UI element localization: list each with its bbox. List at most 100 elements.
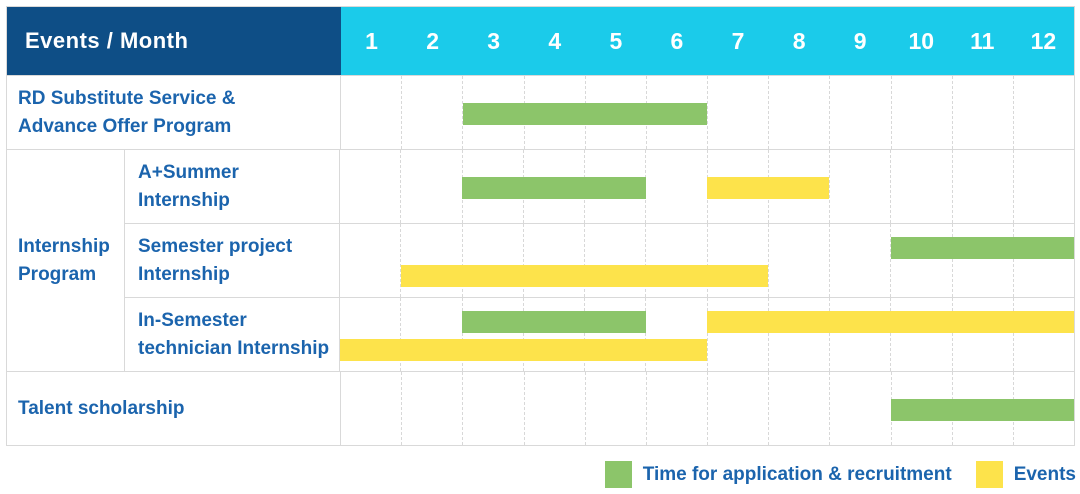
month-grid-column xyxy=(522,224,584,297)
month-header-cell: 10 xyxy=(908,27,935,54)
month-grid-column xyxy=(584,224,645,297)
chart-legend: Time for application & recruitment Event… xyxy=(604,461,1076,488)
month-grid-column xyxy=(890,224,951,297)
legend-item-application: Time for application & recruitment xyxy=(604,461,952,488)
month-grid-column xyxy=(829,372,890,445)
month-grid-column xyxy=(401,76,462,149)
gantt-table: Events / Month 1 2 3 4 5 6 7 8 9 10 11 12 RD Substi… xyxy=(6,6,1075,446)
gantt-bar-event xyxy=(340,339,707,361)
gantt-row: A+Summer Internship xyxy=(125,150,1074,223)
table-header-row: Events / Month 1 2 3 4 5 6 7 8 9 10 11 12 xyxy=(7,7,1074,75)
month-grid-column xyxy=(523,372,585,445)
gantt-row: Talent scholarship xyxy=(7,371,1074,445)
gantt-bar-application xyxy=(890,399,1074,421)
month-header-cell: 4 xyxy=(548,27,562,54)
gantt-bar-event xyxy=(707,311,1074,333)
month-grid-column xyxy=(767,298,829,371)
month-grid-column xyxy=(829,150,890,223)
legend-application-label: Time for application & recruitment xyxy=(642,463,952,485)
month-grid-column xyxy=(341,76,401,149)
gantt-row: In-Semester technician Internship xyxy=(125,297,1074,371)
gantt-bar-application xyxy=(463,103,708,125)
month-grid-column xyxy=(462,372,523,445)
month-grid-column xyxy=(522,298,584,371)
month-grid-column xyxy=(951,298,1013,371)
application-swatch-icon xyxy=(604,461,632,488)
months-header: 1 2 3 4 5 6 7 8 9 10 11 12 xyxy=(341,7,1074,75)
month-grid-column xyxy=(461,298,523,371)
gantt-bar-event xyxy=(401,265,769,287)
month-grid-column xyxy=(829,298,890,371)
month-grid-column xyxy=(645,298,706,371)
month-grid-column xyxy=(951,150,1013,223)
month-grid-column xyxy=(400,298,461,371)
gantt-bar-application xyxy=(890,237,1074,259)
month-grid-column xyxy=(951,76,1013,149)
month-grid-column xyxy=(706,298,768,371)
month-grid-column xyxy=(340,150,400,223)
month-header-cell: 1 xyxy=(365,27,378,54)
legend-events-label: Events xyxy=(1013,463,1076,485)
gantt-bar-application xyxy=(462,177,646,199)
month-grid-column xyxy=(707,76,768,149)
month-grid-column xyxy=(767,224,829,297)
gantt-body: RD Substitute Service & Advance Offer Pr… xyxy=(7,75,1074,445)
month-grid-column xyxy=(829,224,890,297)
month-grid-column xyxy=(768,372,829,445)
month-grid-column xyxy=(341,372,401,445)
row-chart-area xyxy=(340,224,1074,297)
gantt-bar-application xyxy=(462,311,646,333)
row-label: Semester project Internship xyxy=(125,224,340,297)
month-grid-column xyxy=(645,224,706,297)
gantt-row: RD Substitute Service & Advance Offer Pr… xyxy=(7,75,1074,149)
group-sub-rows: A+Summer Internship Semester project Inte… xyxy=(125,150,1074,371)
month-grid-column xyxy=(1012,150,1074,223)
row-label: In-Semester technician Internship xyxy=(125,298,340,371)
month-grid-column xyxy=(584,372,646,445)
month-grid-column xyxy=(951,224,1013,297)
month-header-cell: 12 xyxy=(1030,27,1057,54)
month-header-cell: 11 xyxy=(970,27,995,54)
events-swatch-icon xyxy=(975,461,1003,488)
gantt-bar-event xyxy=(707,177,830,199)
gantt-row-group: Internship Program A+Summer Internship Sem… xyxy=(7,149,1074,371)
legend-item-events: Events xyxy=(975,461,1076,488)
month-grid-column xyxy=(400,224,461,297)
month-grid-column xyxy=(645,372,707,445)
month-grid-column xyxy=(400,150,461,223)
month-grid-column xyxy=(706,224,768,297)
month-header-cell: 3 xyxy=(487,27,501,54)
events-month-header: Events / Month xyxy=(7,7,341,75)
month-grid-column xyxy=(890,76,952,149)
month-grid-column xyxy=(462,76,523,149)
gantt-row: Semester project Internship xyxy=(125,223,1074,297)
month-grid-column xyxy=(890,150,951,223)
month-header-cell: 5 xyxy=(609,27,623,54)
row-label: RD Substitute Service & Advance Offer Pr… xyxy=(7,76,341,149)
month-header-cell: 9 xyxy=(853,27,867,54)
group-label: Internship Program xyxy=(7,150,125,371)
month-grid-column xyxy=(340,224,400,297)
row-label: Talent scholarship xyxy=(7,372,341,445)
month-header-cell: 8 xyxy=(792,27,806,54)
month-grid-column xyxy=(890,298,951,371)
month-header-cell: 7 xyxy=(731,27,745,54)
month-grid-column xyxy=(584,298,645,371)
month-grid-column xyxy=(401,372,462,445)
month-grid-column xyxy=(461,224,523,297)
month-grid-column xyxy=(645,150,706,223)
row-chart-area xyxy=(341,76,1074,149)
month-grid-column xyxy=(768,76,829,149)
month-grid-column xyxy=(1012,298,1074,371)
row-chart-area xyxy=(340,150,1074,223)
row-chart-area xyxy=(341,372,1074,445)
month-grid-column xyxy=(461,150,523,223)
row-label: A+Summer Internship xyxy=(125,150,340,223)
month-grid-column xyxy=(829,76,890,149)
month-header-cell: 6 xyxy=(670,27,684,54)
row-chart-area xyxy=(340,298,1074,371)
month-grid-column xyxy=(707,372,768,445)
month-header-cell: 2 xyxy=(426,27,440,54)
month-grid-column xyxy=(1012,224,1074,297)
